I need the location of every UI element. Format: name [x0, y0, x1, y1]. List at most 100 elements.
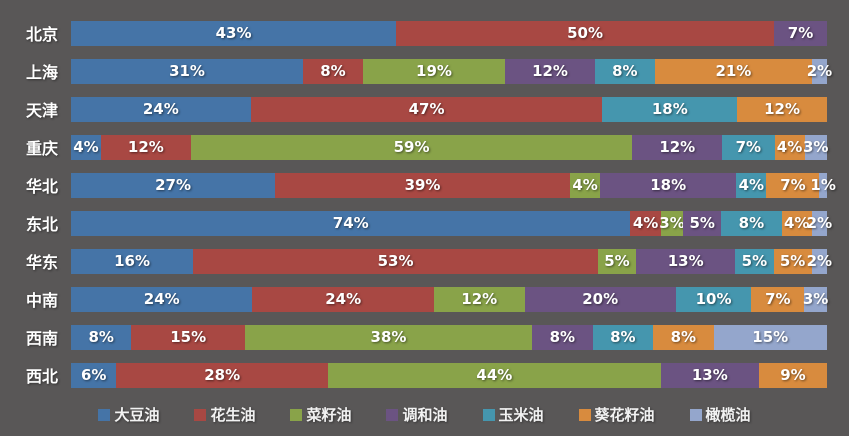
segment-value-label: 12%	[659, 138, 696, 156]
segment-value-label: 5%	[604, 252, 630, 270]
legend-swatch-icon	[194, 408, 207, 421]
category-label: 天津	[25, 101, 58, 120]
segment-value-label: 10%	[695, 290, 732, 308]
segment-value-label: 43%	[215, 24, 252, 42]
legend-item: 玉米油	[482, 404, 544, 425]
bar-track: 8% 15% 38% 8% 8% 8% 15%	[71, 324, 827, 350]
segment-value-label: 20%	[582, 290, 619, 308]
bar-segment: 27%	[71, 172, 276, 198]
bar-segment: 2%	[807, 248, 832, 274]
bar-segment: 43%	[71, 20, 397, 46]
bar-segment: 12%	[433, 286, 525, 312]
bar-track: 4% 12% 59% 12% 7% 4% 3%	[71, 134, 828, 160]
bar-segment: 2%	[807, 58, 832, 84]
bar-segment: 13%	[660, 362, 759, 388]
bar-track: 31% 8% 19% 12% 8% 21% 2%	[71, 58, 832, 84]
segment-value-label: 24%	[142, 100, 179, 118]
bar-row: 北京 43% 50% 7%	[0, 14, 849, 52]
segment-value-label: 3%	[802, 290, 829, 308]
bar-track: 43% 50% 7%	[71, 20, 827, 46]
segment-value-label: 44%	[476, 366, 513, 384]
legend-swatch-icon	[290, 408, 303, 421]
bar-segment: 15%	[131, 324, 245, 350]
segment-value-label: 18%	[650, 176, 687, 194]
bar-segment: 10%	[675, 286, 752, 312]
bar-segment: 2%	[807, 210, 832, 236]
bar-segment: 8%	[594, 58, 655, 84]
bar-segment: 21%	[654, 58, 812, 84]
segment-value-label: 8%	[610, 328, 636, 346]
segment-value-label: 31%	[169, 62, 205, 80]
bar-row: 华北 27% 39% 4% 18% 4% 7% 1%	[0, 166, 849, 204]
segment-value-label: 50%	[567, 24, 604, 42]
bar-track: 27% 39% 4% 18% 4% 7% 1%	[71, 172, 836, 198]
segment-value-label: 15%	[752, 328, 789, 346]
bar-segment: 8%	[303, 58, 363, 84]
chart-plot-area: 北京 43% 50% 7% 上海 31% 8% 19% 12% 8% 21% 2% 天津 24% 47% 18…	[0, 14, 849, 394]
segment-value-label: 47%	[408, 100, 445, 118]
bar-segment: 7%	[774, 20, 827, 46]
segment-value-label: 3%	[659, 214, 685, 232]
bar-row: 重庆 4% 12% 59% 12% 7% 4% 3%	[0, 128, 849, 166]
segment-value-label: 59%	[393, 138, 430, 156]
bar-segment: 39%	[275, 172, 570, 198]
segment-value-label: 24%	[325, 290, 362, 308]
segment-value-label: 12%	[764, 100, 801, 118]
bar-segment: 9%	[758, 362, 827, 388]
category-label: 东北	[25, 215, 58, 234]
segment-value-label: 4%	[73, 138, 99, 156]
legend-item: 调和油	[386, 404, 448, 425]
segment-value-label: 19%	[416, 62, 452, 80]
segment-value-label: 8%	[88, 328, 114, 346]
bar-segment: 5%	[683, 210, 722, 236]
segment-value-label: 38%	[370, 328, 407, 346]
bar-segment: 7%	[766, 172, 820, 198]
bar-segment: 7%	[722, 134, 775, 160]
segment-value-label: 21%	[715, 62, 752, 80]
bar-segment: 12%	[632, 134, 723, 160]
legend-swatch-icon	[98, 408, 111, 421]
legend-swatch-icon	[689, 408, 702, 421]
bar-segment: 18%	[600, 172, 737, 198]
segment-value-label: 24%	[143, 290, 180, 308]
bar-segment: 19%	[362, 58, 506, 84]
segment-value-label: 27%	[155, 176, 191, 194]
bar-segment: 24%	[71, 96, 251, 122]
category-label: 北京	[25, 25, 58, 44]
bar-segment: 4%	[736, 172, 767, 198]
bar-segment: 28%	[116, 362, 329, 388]
legend-item: 大豆油	[98, 404, 159, 425]
legend-label: 大豆油	[114, 406, 160, 424]
bar-segment: 4%	[630, 210, 661, 236]
legend-label: 调和油	[402, 406, 448, 424]
bar-segment: 20%	[524, 286, 676, 312]
bar-segment: 3%	[802, 286, 829, 312]
bar-track: 6% 28% 44% 13% 9%	[71, 362, 827, 388]
segment-value-label: 4%	[738, 176, 765, 194]
bar-segment: 1%	[810, 172, 836, 198]
segment-value-label: 12%	[127, 138, 164, 156]
bar-segment: 12%	[737, 96, 827, 122]
bar-segment: 16%	[71, 248, 194, 274]
bar-row: 中南 24% 24% 12% 20% 10% 7% 3%	[0, 280, 849, 318]
segment-value-label: 4%	[572, 176, 598, 194]
bar-track: 74% 4% 3% 5% 8% 4% 2%	[71, 210, 832, 236]
segment-value-label: 4%	[776, 138, 803, 156]
category-label: 华北	[25, 177, 58, 196]
segment-value-label: 13%	[691, 366, 728, 384]
bar-segment: 12%	[100, 134, 191, 160]
segment-value-label: 8%	[549, 328, 576, 346]
segment-value-label: 18%	[651, 100, 688, 118]
legend-label: 玉米油	[498, 406, 544, 424]
bar-segment: 15%	[713, 324, 827, 350]
segment-value-label: 15%	[170, 328, 207, 346]
bar-segment: 24%	[71, 286, 253, 312]
segment-value-label: 7%	[780, 176, 806, 194]
bar-segment: 4%	[781, 210, 812, 236]
segment-value-label: 8%	[320, 62, 346, 80]
category-label: 西南	[25, 329, 58, 348]
bar-segment: 8%	[721, 210, 782, 236]
segment-value-label: 8%	[670, 328, 697, 346]
bar-segment: 59%	[190, 134, 633, 160]
category-label: 重庆	[25, 139, 58, 158]
